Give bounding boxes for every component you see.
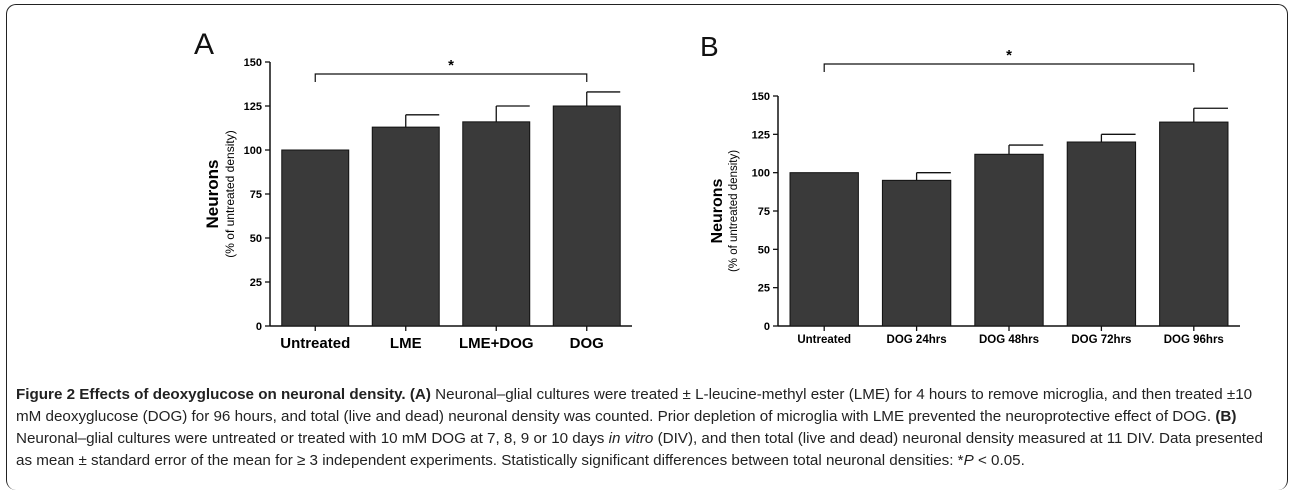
- caption-b-text-1: Neuronal–glial cultures were untreated o…: [16, 430, 609, 447]
- y-tick-label: 50: [250, 233, 262, 245]
- chart-panel-a: A Neurons (% of untreated density) 0 25 50 75 1…: [194, 28, 632, 352]
- bar: [1159, 121, 1229, 327]
- y-tick-label: 50: [758, 244, 770, 256]
- bar: [974, 153, 1044, 327]
- bar: [552, 105, 621, 327]
- caption-b-text-2: (DIV), and then total (live and dead) ne…: [16, 430, 1263, 469]
- x-tick-label: LME: [390, 335, 422, 352]
- caption-b-italic: in vitro: [608, 430, 654, 447]
- y-tick-label: 100: [752, 168, 770, 180]
- significance-marker: *: [448, 57, 454, 74]
- chart-panel-b: B Neurons (% of untreated density) 0 25 50 75 1…: [700, 31, 1240, 346]
- x-tick-label: DOG 96hrs: [1164, 334, 1224, 346]
- y-tick-label: 75: [758, 206, 770, 218]
- figure-frame: [6, 4, 1288, 490]
- x-tick-label: DOG 24hrs: [887, 334, 947, 346]
- x-tick-label: DOG 48hrs: [979, 334, 1039, 346]
- y-tick-label: 25: [758, 283, 770, 295]
- x-tick-label: DOG: [570, 335, 604, 352]
- significance-bracket: [314, 73, 588, 82]
- significance-marker: *: [1006, 47, 1012, 64]
- caption-p-italic: P: [963, 452, 974, 469]
- y-tick-label: 75: [250, 189, 262, 201]
- y-tick-label: 125: [244, 101, 262, 113]
- y-tick-label: 150: [752, 91, 770, 103]
- bar: [1066, 141, 1137, 327]
- bar: [789, 172, 859, 327]
- x-tick-label: Untreated: [797, 334, 851, 346]
- y-tick-label: 100: [244, 145, 262, 157]
- panel-label: B: [700, 31, 719, 62]
- caption-a-text: Neuronal–glial cultures were treated ± L…: [16, 386, 1253, 425]
- y-tick-label: 0: [256, 321, 262, 333]
- y-axis-subtitle: (% of untreated density): [223, 130, 237, 257]
- x-tick-label: LME+DOG: [459, 335, 534, 352]
- x-tick-label: Untreated: [280, 335, 350, 352]
- y-tick-label: 25: [250, 277, 262, 289]
- bar: [462, 121, 531, 327]
- caption-p-text: < 0.05.: [973, 452, 1025, 469]
- bar: [881, 179, 952, 327]
- caption-b-label: (B): [1215, 408, 1237, 425]
- y-tick-label: 150: [244, 57, 262, 69]
- significance-bracket: [823, 63, 1195, 72]
- y-tick-label: 125: [752, 129, 770, 141]
- y-axis-subtitle: (% of untreated density): [728, 150, 740, 272]
- caption-title: Figure 2 Effects of deoxyglucose on neur…: [16, 386, 406, 403]
- y-tick-label: 0: [764, 321, 770, 333]
- figure-caption: Figure 2 Effects of deoxyglucose on neur…: [16, 384, 1278, 472]
- caption-a-label: (A): [409, 386, 431, 403]
- bar: [371, 126, 440, 327]
- x-tick-label: DOG 72hrs: [1071, 334, 1131, 346]
- y-axis-title: Neurons: [203, 160, 222, 229]
- y-axis-title: Neurons: [709, 178, 726, 243]
- panel-label: A: [194, 28, 214, 61]
- bar: [281, 149, 350, 327]
